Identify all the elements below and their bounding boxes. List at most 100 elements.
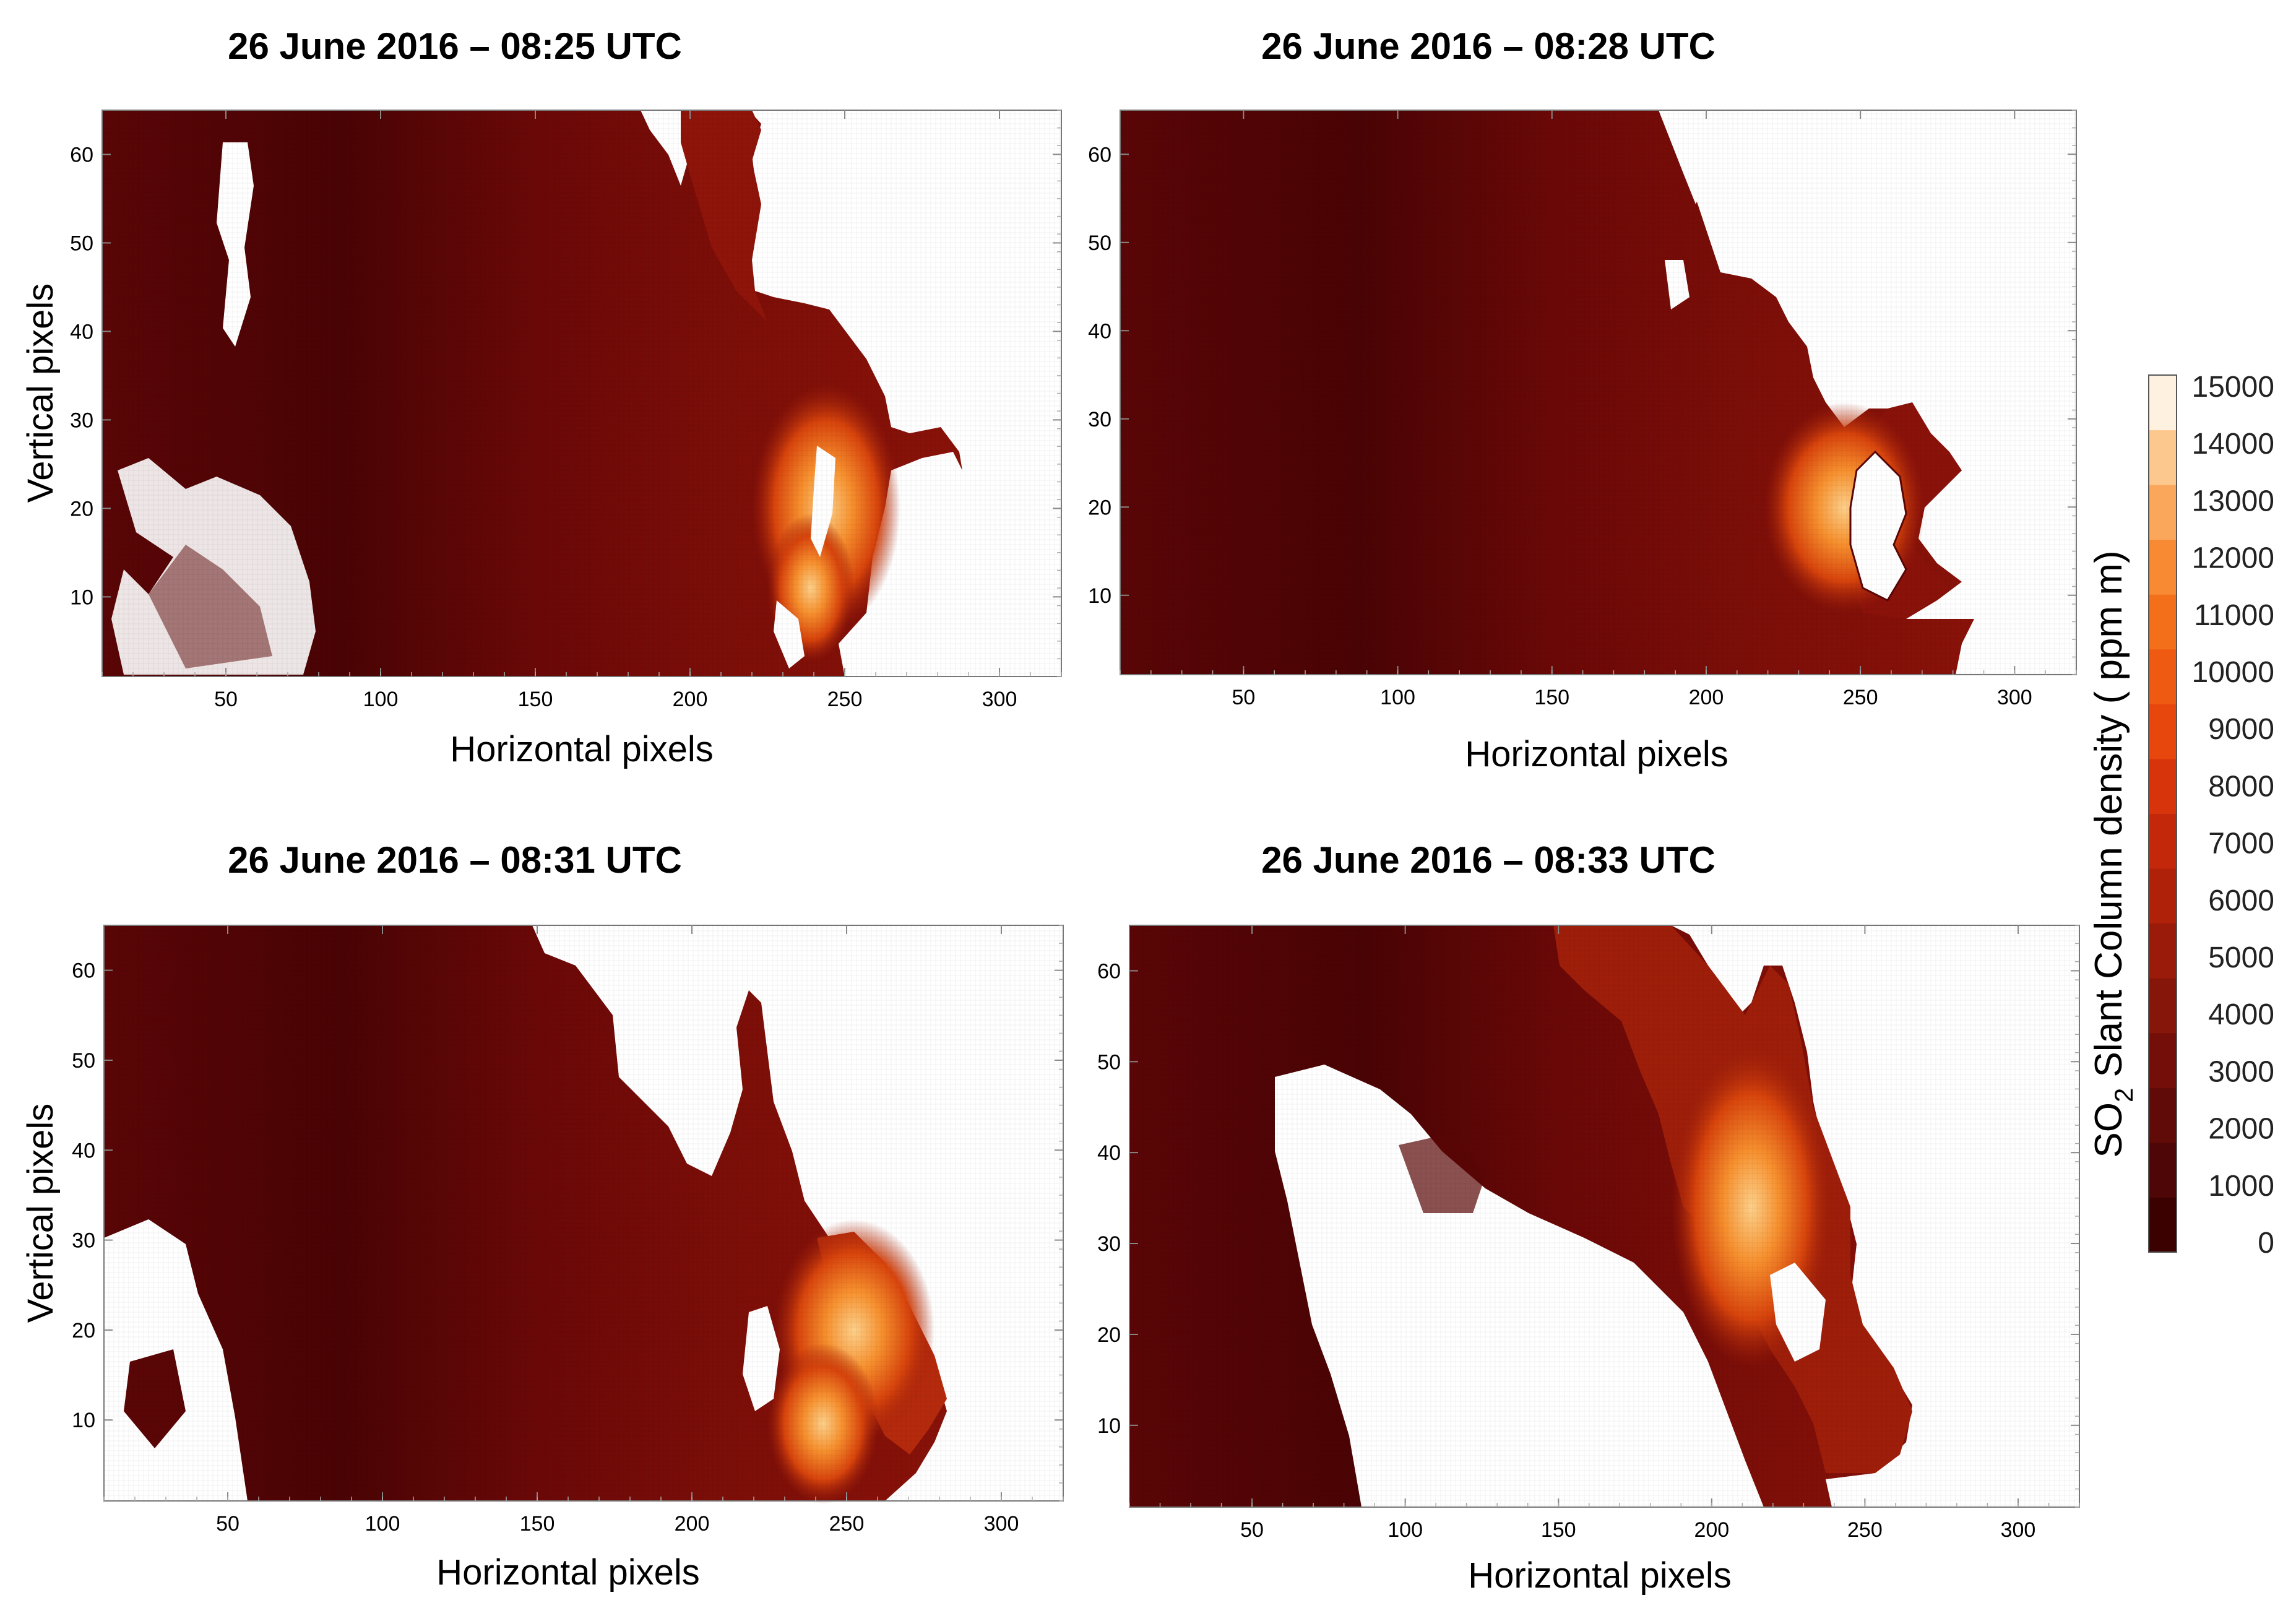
colorbar-tick-label: 13000 [2192, 485, 2274, 517]
y-tick-label: 50 [70, 231, 93, 255]
y-tick-label: 50 [1088, 231, 1111, 255]
x-tick-label: 300 [984, 1512, 1019, 1536]
x-tick-label: 50 [214, 688, 238, 711]
y-tick-label: 50 [1097, 1050, 1121, 1074]
x-tick-label: 250 [1843, 686, 1878, 709]
colorbar-tick-label: 6000 [2208, 884, 2274, 917]
colorbar-label: SO2 Slant Column density ( ppm m) [2087, 550, 2138, 1157]
panel-08-28: 26 June 2016 – 08:28 UTC 50 100 150 200 250 3… [1088, 25, 2077, 774]
panel-08-25: 26 June 2016 – 08:25 UTC 50 100 150 200 250 3… [20, 25, 1062, 769]
y-tick-label: 50 [72, 1049, 95, 1073]
y-tick-label: 30 [1097, 1232, 1121, 1256]
panel-08-31: 26 June 2016 – 08:31 UTC 50 100 150 200 250 3… [20, 839, 1064, 1593]
colorbar-swatch [2149, 758, 2177, 814]
x-tick-label: 50 [216, 1512, 240, 1536]
y-tick-label: 40 [72, 1139, 95, 1162]
y-tick-label: 20 [72, 1319, 95, 1342]
colorbar-tick-label: 4000 [2208, 998, 2274, 1031]
x-tick-label: 100 [1388, 1518, 1423, 1542]
colorbar-frame [2148, 374, 2177, 1253]
colorbar-swatch [2149, 649, 2177, 704]
y-tick-label: 60 [70, 143, 93, 166]
colorbar-swatch [2149, 594, 2177, 650]
colorbar-tick-label: 2000 [2208, 1113, 2274, 1146]
x-tick-label: 100 [1380, 686, 1415, 709]
colorbar-tick-label: 15000 [2192, 371, 2274, 404]
colorbar-tick-label: 9000 [2208, 713, 2274, 746]
y-tick-label: 40 [1097, 1141, 1121, 1165]
y-tick-label: 10 [72, 1409, 95, 1432]
panel-title: 26 June 2016 – 08:28 UTC [1261, 25, 1716, 67]
x-tick-label: 150 [520, 1512, 555, 1536]
colorbar-tick-label: 0 [2258, 1227, 2274, 1260]
y-tick-label: 10 [1088, 584, 1111, 608]
y-tick-label: 20 [1088, 496, 1111, 519]
x-axis-label: Horizontal pixels [450, 729, 714, 769]
x-tick-label: 150 [518, 688, 553, 711]
colorbar-swatch [2149, 813, 2177, 869]
heatmap-area [104, 925, 1063, 1504]
x-tick-label: 150 [1541, 1518, 1576, 1542]
y-axis-label: Vertical pixels [20, 283, 61, 503]
x-axis-label: Horizontal pixels [436, 1552, 700, 1593]
x-tick-label: 200 [673, 688, 708, 711]
panel-title: 26 June 2016 – 08:31 UTC [228, 839, 682, 881]
y-tick-label: 60 [72, 959, 95, 983]
colorbar-tick-label: 7000 [2208, 828, 2274, 860]
y-tick-label: 40 [1088, 319, 1111, 343]
colorbar-swatch [2149, 1197, 2177, 1253]
heatmap-area [1129, 925, 2079, 1507]
x-tick-label: 300 [982, 688, 1017, 711]
x-tick-label: 250 [1847, 1518, 1883, 1542]
heatmap-area [102, 110, 1061, 676]
colorbar-tick-label: 10000 [2192, 656, 2274, 689]
x-tick-label: 250 [829, 1512, 865, 1536]
x-tick-label: 100 [363, 688, 399, 711]
panel-title: 26 June 2016 – 08:25 UTC [228, 25, 682, 67]
y-tick-label: 30 [1088, 408, 1111, 431]
x-tick-label: 50 [1232, 686, 1255, 709]
y-tick-label: 40 [70, 320, 93, 344]
x-axis-label: Horizontal pixels [1468, 1555, 1732, 1596]
y-axis-label: Vertical pixels [20, 1104, 61, 1323]
x-tick-label: 300 [2001, 1518, 2036, 1542]
x-tick-label: 200 [1694, 1518, 1729, 1542]
heatmap-area [1120, 110, 2076, 675]
colorbar-swatch [2149, 1142, 2177, 1198]
panel-08-33: 26 June 2016 – 08:33 UTC 50 100 150 200 250 3… [1097, 839, 2080, 1596]
x-tick-label: 200 [675, 1512, 710, 1536]
colorbar-tick-label: 12000 [2192, 542, 2274, 575]
colorbar: 0 1000 2000 3000 4000 5000 6000 7000 8000 9000 100… [2087, 371, 2274, 1260]
colorbar-tick-label: 11000 [2194, 599, 2274, 632]
x-tick-label: 100 [365, 1512, 400, 1536]
colorbar-swatch [2149, 485, 2177, 540]
colorbar-swatch [2149, 704, 2177, 759]
x-tick-label: 150 [1534, 686, 1569, 709]
colorbar-swatch [2149, 1032, 2177, 1088]
colorbar-swatch [2149, 978, 2177, 1034]
x-tick-label: 250 [827, 688, 863, 711]
colorbar-tick-label: 14000 [2192, 428, 2274, 460]
y-tick-label: 30 [70, 408, 93, 432]
colorbar-tick-label: 5000 [2208, 941, 2274, 974]
y-tick-label: 20 [1097, 1323, 1121, 1347]
x-tick-label: 50 [1240, 1518, 1264, 1542]
colorbar-tick-label: 8000 [2208, 770, 2274, 803]
colorbar-tick-label: 1000 [2208, 1170, 2274, 1203]
x-axis-label: Horizontal pixels [1465, 734, 1728, 774]
y-tick-label: 60 [1097, 959, 1121, 983]
panel-title: 26 June 2016 – 08:33 UTC [1261, 839, 1716, 881]
colorbar-swatch [2149, 868, 2177, 924]
colorbar-swatch [2149, 923, 2177, 979]
colorbar-swatch [2149, 375, 2177, 431]
colorbar-swatch [2149, 430, 2177, 485]
colorbar-swatch [2149, 539, 2177, 595]
y-tick-label: 10 [1097, 1414, 1121, 1438]
colorbar-tick-label: 3000 [2208, 1055, 2274, 1088]
y-tick-label: 30 [72, 1229, 95, 1253]
y-tick-label: 60 [1088, 143, 1111, 166]
x-tick-label: 200 [1689, 686, 1724, 709]
x-tick-label: 300 [1997, 686, 2032, 709]
y-tick-label: 20 [70, 497, 93, 521]
